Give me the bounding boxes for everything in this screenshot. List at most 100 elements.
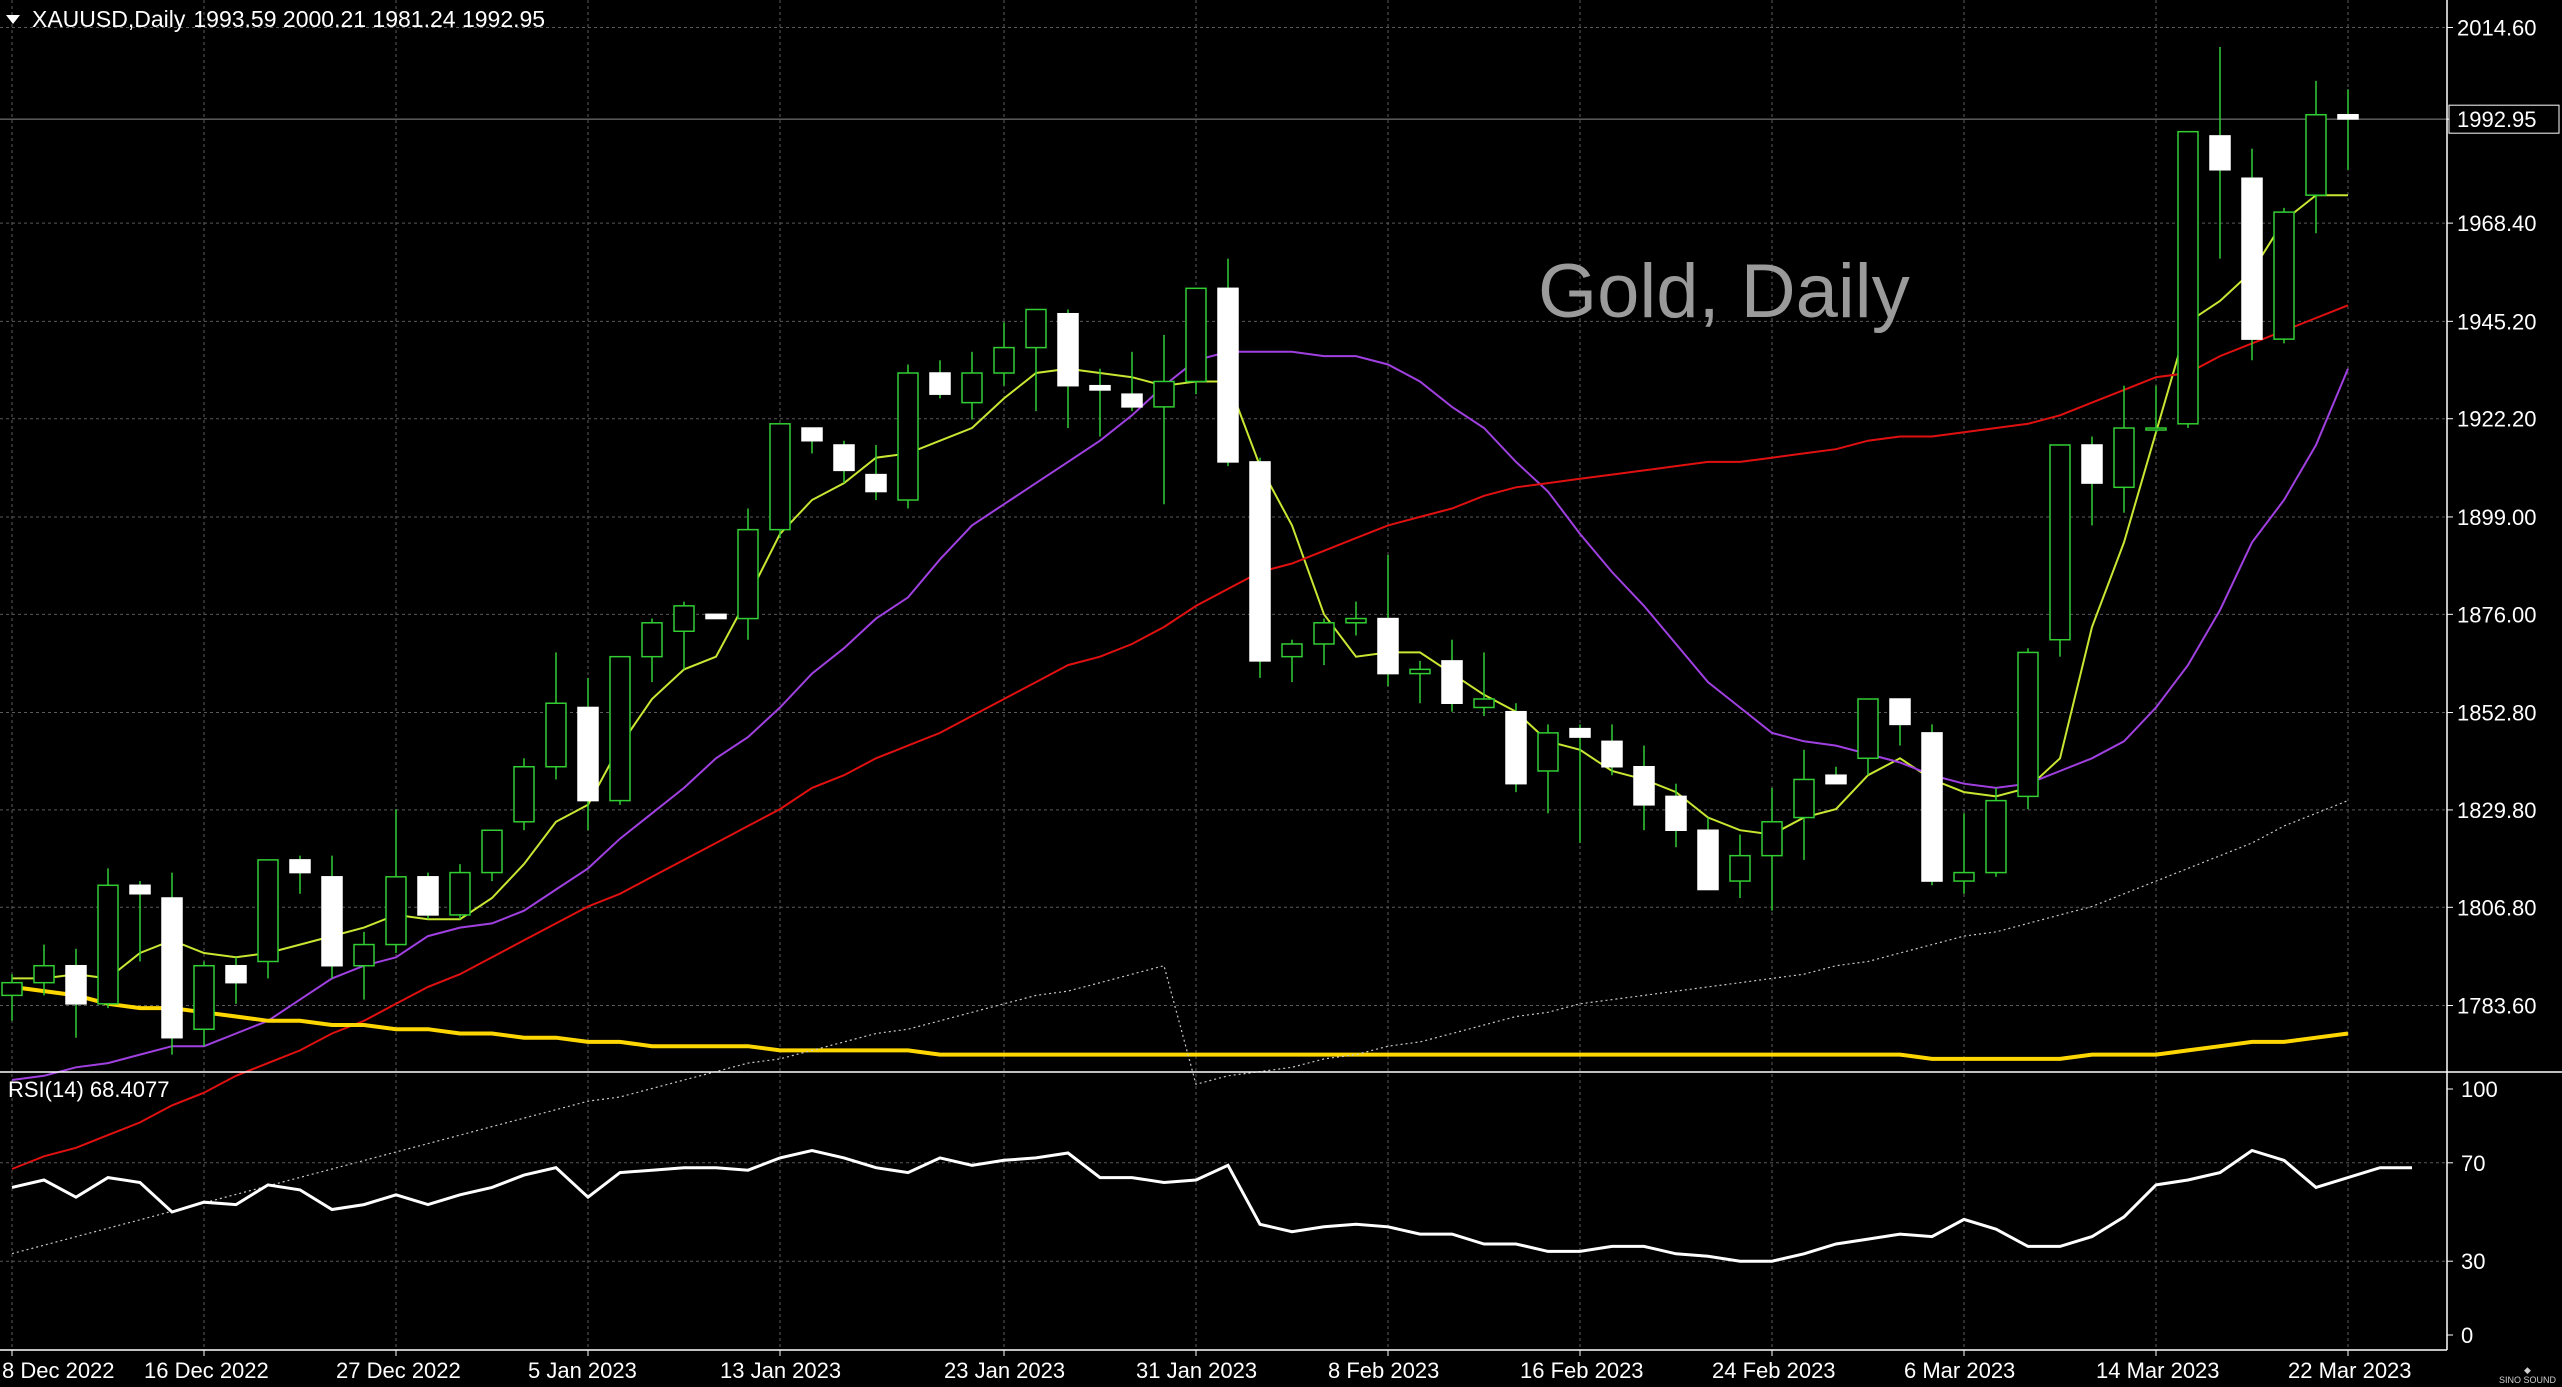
price-tick-label: 1806.80 [2457, 895, 2537, 920]
candle-up [2113, 427, 2135, 489]
candle-up [1473, 698, 1495, 709]
candle-up [993, 346, 1015, 374]
date-tick-label: 14 Mar 2023 [2096, 1358, 2220, 1383]
rsi-panel: 100 70 30 0 [0, 1077, 2498, 1348]
candle-up [769, 423, 791, 531]
candle-up [449, 871, 471, 916]
date-tick-label: 16 Feb 2023 [1520, 1358, 1644, 1383]
candle-down [1089, 384, 1111, 391]
chart-header: XAUUSD,Daily 1993.59 2000.21 1981.24 199… [6, 6, 545, 33]
candle-up [609, 655, 631, 802]
grid [0, 0, 2447, 1350]
candle-down [1569, 727, 1591, 738]
candle-down [833, 444, 855, 472]
candle-down [1217, 287, 1239, 463]
symbol-label: XAUUSD,Daily [32, 6, 186, 32]
price-tick-label: 1876.00 [2457, 602, 2537, 627]
ohlc-values: 1993.59 2000.21 1981.24 1992.95 [193, 6, 546, 32]
candle-up [1281, 643, 1303, 658]
ma-line-ma_slow [11, 304, 2349, 1170]
candle-up [1857, 698, 1879, 760]
candle-up [353, 943, 375, 967]
candle-up [2049, 444, 2071, 641]
candle-down [417, 876, 439, 916]
candle-down [1249, 461, 1271, 662]
candle-up [673, 605, 695, 633]
rsi-tick-label: 30 [2461, 1249, 2485, 1274]
candle-down [577, 706, 599, 802]
moving-averages [11, 194, 2349, 1255]
candle-down [705, 613, 727, 620]
date-tick-label: 31 Jan 2023 [1136, 1358, 1257, 1383]
candle-down [865, 473, 887, 493]
candle-up [2177, 130, 2199, 425]
candle-up [2017, 651, 2039, 798]
dropdown-triangle-icon[interactable] [6, 15, 20, 24]
logo-text: SINO SOUND [2498, 1375, 2556, 1385]
candle-down [1121, 393, 1143, 408]
candle-up [33, 964, 55, 984]
candle-up [1, 981, 23, 997]
candle-up [1025, 308, 1047, 349]
candle-down [2337, 113, 2359, 120]
candle-down [1377, 617, 1399, 675]
candle-up [385, 876, 407, 946]
candle-up [257, 859, 279, 963]
date-tick-label: 24 Feb 2023 [1712, 1358, 1836, 1383]
price-tick-label: 2014.60 [2457, 16, 2537, 41]
date-tick-label: 16 Dec 2022 [144, 1358, 269, 1383]
price-tick-label: 1899.00 [2457, 505, 2537, 530]
candle-up [897, 372, 919, 501]
ma-line-ma_200 [11, 984, 2349, 1061]
candle-up [737, 528, 759, 620]
candle-down [929, 372, 951, 395]
candle-down [321, 876, 343, 967]
candle-up [2145, 427, 2167, 431]
price-tick-label: 1829.80 [2457, 798, 2537, 823]
date-tick-label: 6 Mar 2023 [1904, 1358, 2015, 1383]
candle-down [1697, 829, 1719, 891]
candle-up [1985, 799, 2007, 874]
rsi-label: RSI(14) 68.4077 [8, 1077, 170, 1102]
candle-down [1921, 732, 1943, 882]
candle-up [1537, 732, 1559, 772]
candle-up [2305, 113, 2327, 196]
candle-down [1601, 740, 1623, 768]
rsi-line [11, 1148, 2412, 1263]
date-tick-label: 27 Dec 2022 [336, 1358, 461, 1383]
candle-up [1153, 380, 1175, 408]
logo-mark-icon: ◆ [2524, 1365, 2531, 1375]
candle-down [161, 897, 183, 1039]
candle-up [513, 765, 535, 823]
candle-down [65, 964, 87, 1005]
price-tick-label: 1968.40 [2457, 211, 2537, 236]
logo: ◆ SINO SOUND [2499, 1365, 2556, 1385]
candle-down [289, 859, 311, 874]
watermark-title: Gold, Daily [1538, 249, 1910, 334]
date-tick-label: 8 Dec 2022 [2, 1358, 115, 1383]
date-tick-label: 8 Feb 2023 [1328, 1358, 1439, 1383]
candle-up [1345, 617, 1367, 624]
candle-down [1665, 795, 1687, 831]
date-tick-label: 22 Mar 2023 [2288, 1358, 2412, 1383]
candle-up [97, 884, 119, 1005]
price-tick-label: 1783.60 [2457, 994, 2537, 1019]
candle-down [1825, 774, 1847, 785]
candle-up [961, 372, 983, 404]
candle-up [1761, 821, 1783, 857]
candle-down [225, 964, 247, 984]
candle-up [1793, 778, 1815, 819]
rsi-tick-label: 70 [2461, 1151, 2485, 1176]
candle-up [1953, 871, 1975, 882]
price-tick-label: 1992.95 [2457, 107, 2537, 132]
candles [1, 46, 2359, 1055]
candle-down [1057, 312, 1079, 387]
candle-down [1889, 698, 1911, 726]
candle-down [1505, 710, 1527, 785]
candle-down [2241, 177, 2263, 340]
candle-up [641, 622, 663, 658]
price-tick-label: 1922.20 [2457, 407, 2537, 432]
candle-down [2209, 135, 2231, 171]
